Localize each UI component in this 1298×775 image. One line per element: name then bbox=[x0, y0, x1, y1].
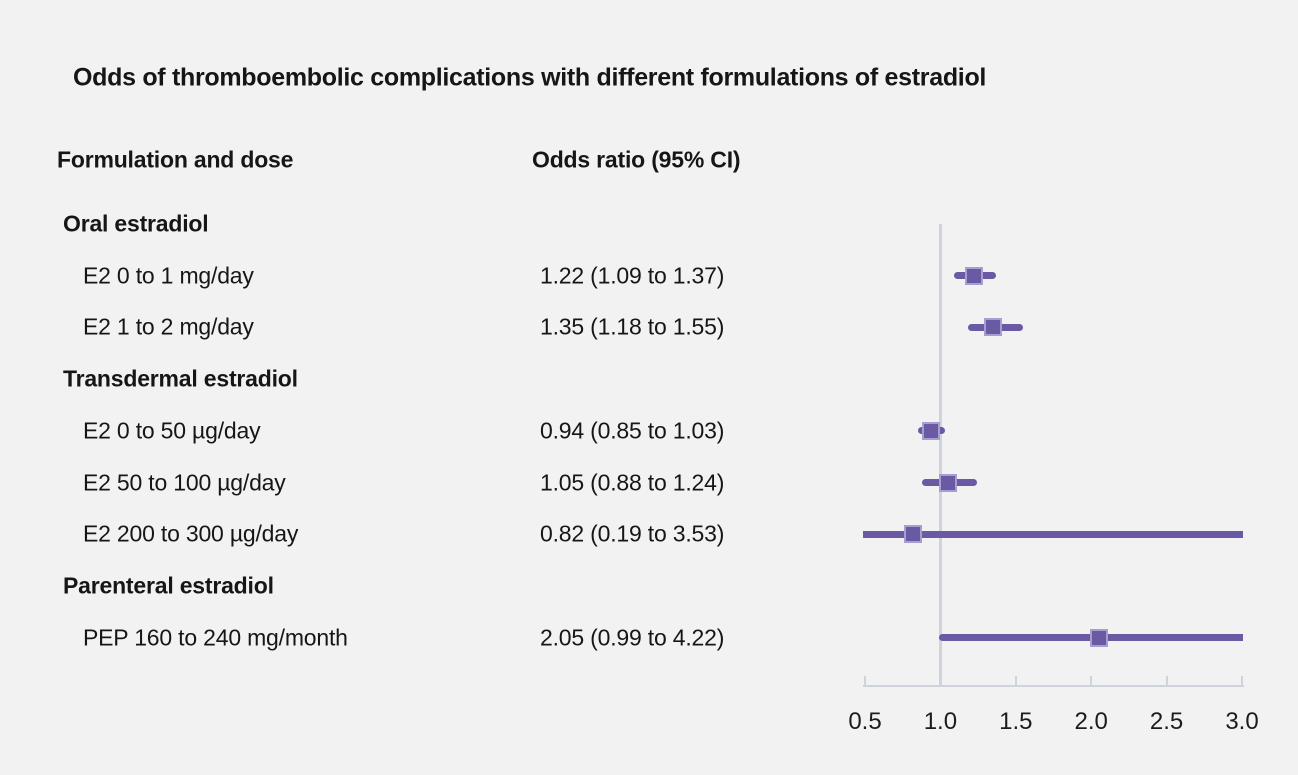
or-marker bbox=[1089, 628, 1108, 647]
odds-ratio-value: 2.05 (0.99 to 4.22) bbox=[540, 624, 725, 651]
reference-line bbox=[938, 224, 942, 685]
or-marker bbox=[964, 266, 983, 285]
group-label: Oral estradiol bbox=[63, 210, 209, 237]
item-label: E2 0 to 1 mg/day bbox=[83, 262, 254, 289]
item-label: PEP 160 to 240 mg/month bbox=[83, 624, 348, 651]
odds-ratio-value: 0.82 (0.19 to 3.53) bbox=[540, 520, 725, 547]
or-marker bbox=[904, 525, 923, 544]
axis-tick-label: 1.5 bbox=[999, 708, 1033, 735]
axis-tick-label: 1.0 bbox=[923, 708, 958, 735]
axis-tick-label: 2.5 bbox=[1149, 708, 1184, 735]
axis-tick bbox=[939, 676, 942, 685]
item-label: E2 0 to 50 µg/day bbox=[83, 417, 261, 444]
odds-ratio-value: 0.94 (0.85 to 1.03) bbox=[540, 417, 725, 444]
or-marker bbox=[984, 318, 1003, 337]
axis-tick-label: 0.5 bbox=[848, 708, 882, 735]
axis-tick bbox=[1090, 676, 1093, 685]
or-marker bbox=[922, 421, 941, 440]
odds-ratio-value: 1.05 (0.88 to 1.24) bbox=[540, 469, 725, 495]
item-label: E2 50 to 100 µg/day bbox=[83, 469, 286, 495]
column-header-formulation: Formulation and dose bbox=[57, 146, 294, 173]
axis-tick bbox=[1165, 676, 1168, 685]
ci-bar bbox=[863, 530, 1243, 538]
group-label: Parenteral estradiol bbox=[63, 572, 274, 599]
axis-tick bbox=[864, 676, 866, 685]
axis-tick-label: 2.0 bbox=[1074, 708, 1108, 735]
axis-tick-label: 3.0 bbox=[1225, 708, 1259, 735]
odds-ratio-value: 1.22 (1.09 to 1.37) bbox=[540, 262, 725, 289]
chart-title: Odds of thromboembolic complications wit… bbox=[73, 63, 987, 92]
item-label: E2 1 to 2 mg/day bbox=[83, 313, 254, 340]
or-marker bbox=[938, 473, 957, 492]
odds-ratio-value: 1.35 (1.18 to 1.55) bbox=[540, 313, 725, 340]
axis-tick bbox=[1241, 676, 1243, 685]
group-label: Transdermal estradiol bbox=[63, 365, 298, 392]
x-axis-line bbox=[863, 685, 1244, 687]
item-label: E2 200 to 300 µg/day bbox=[83, 520, 299, 547]
column-header-odds-ratio: Odds ratio (95% CI) bbox=[532, 146, 741, 173]
axis-tick bbox=[1014, 676, 1017, 685]
